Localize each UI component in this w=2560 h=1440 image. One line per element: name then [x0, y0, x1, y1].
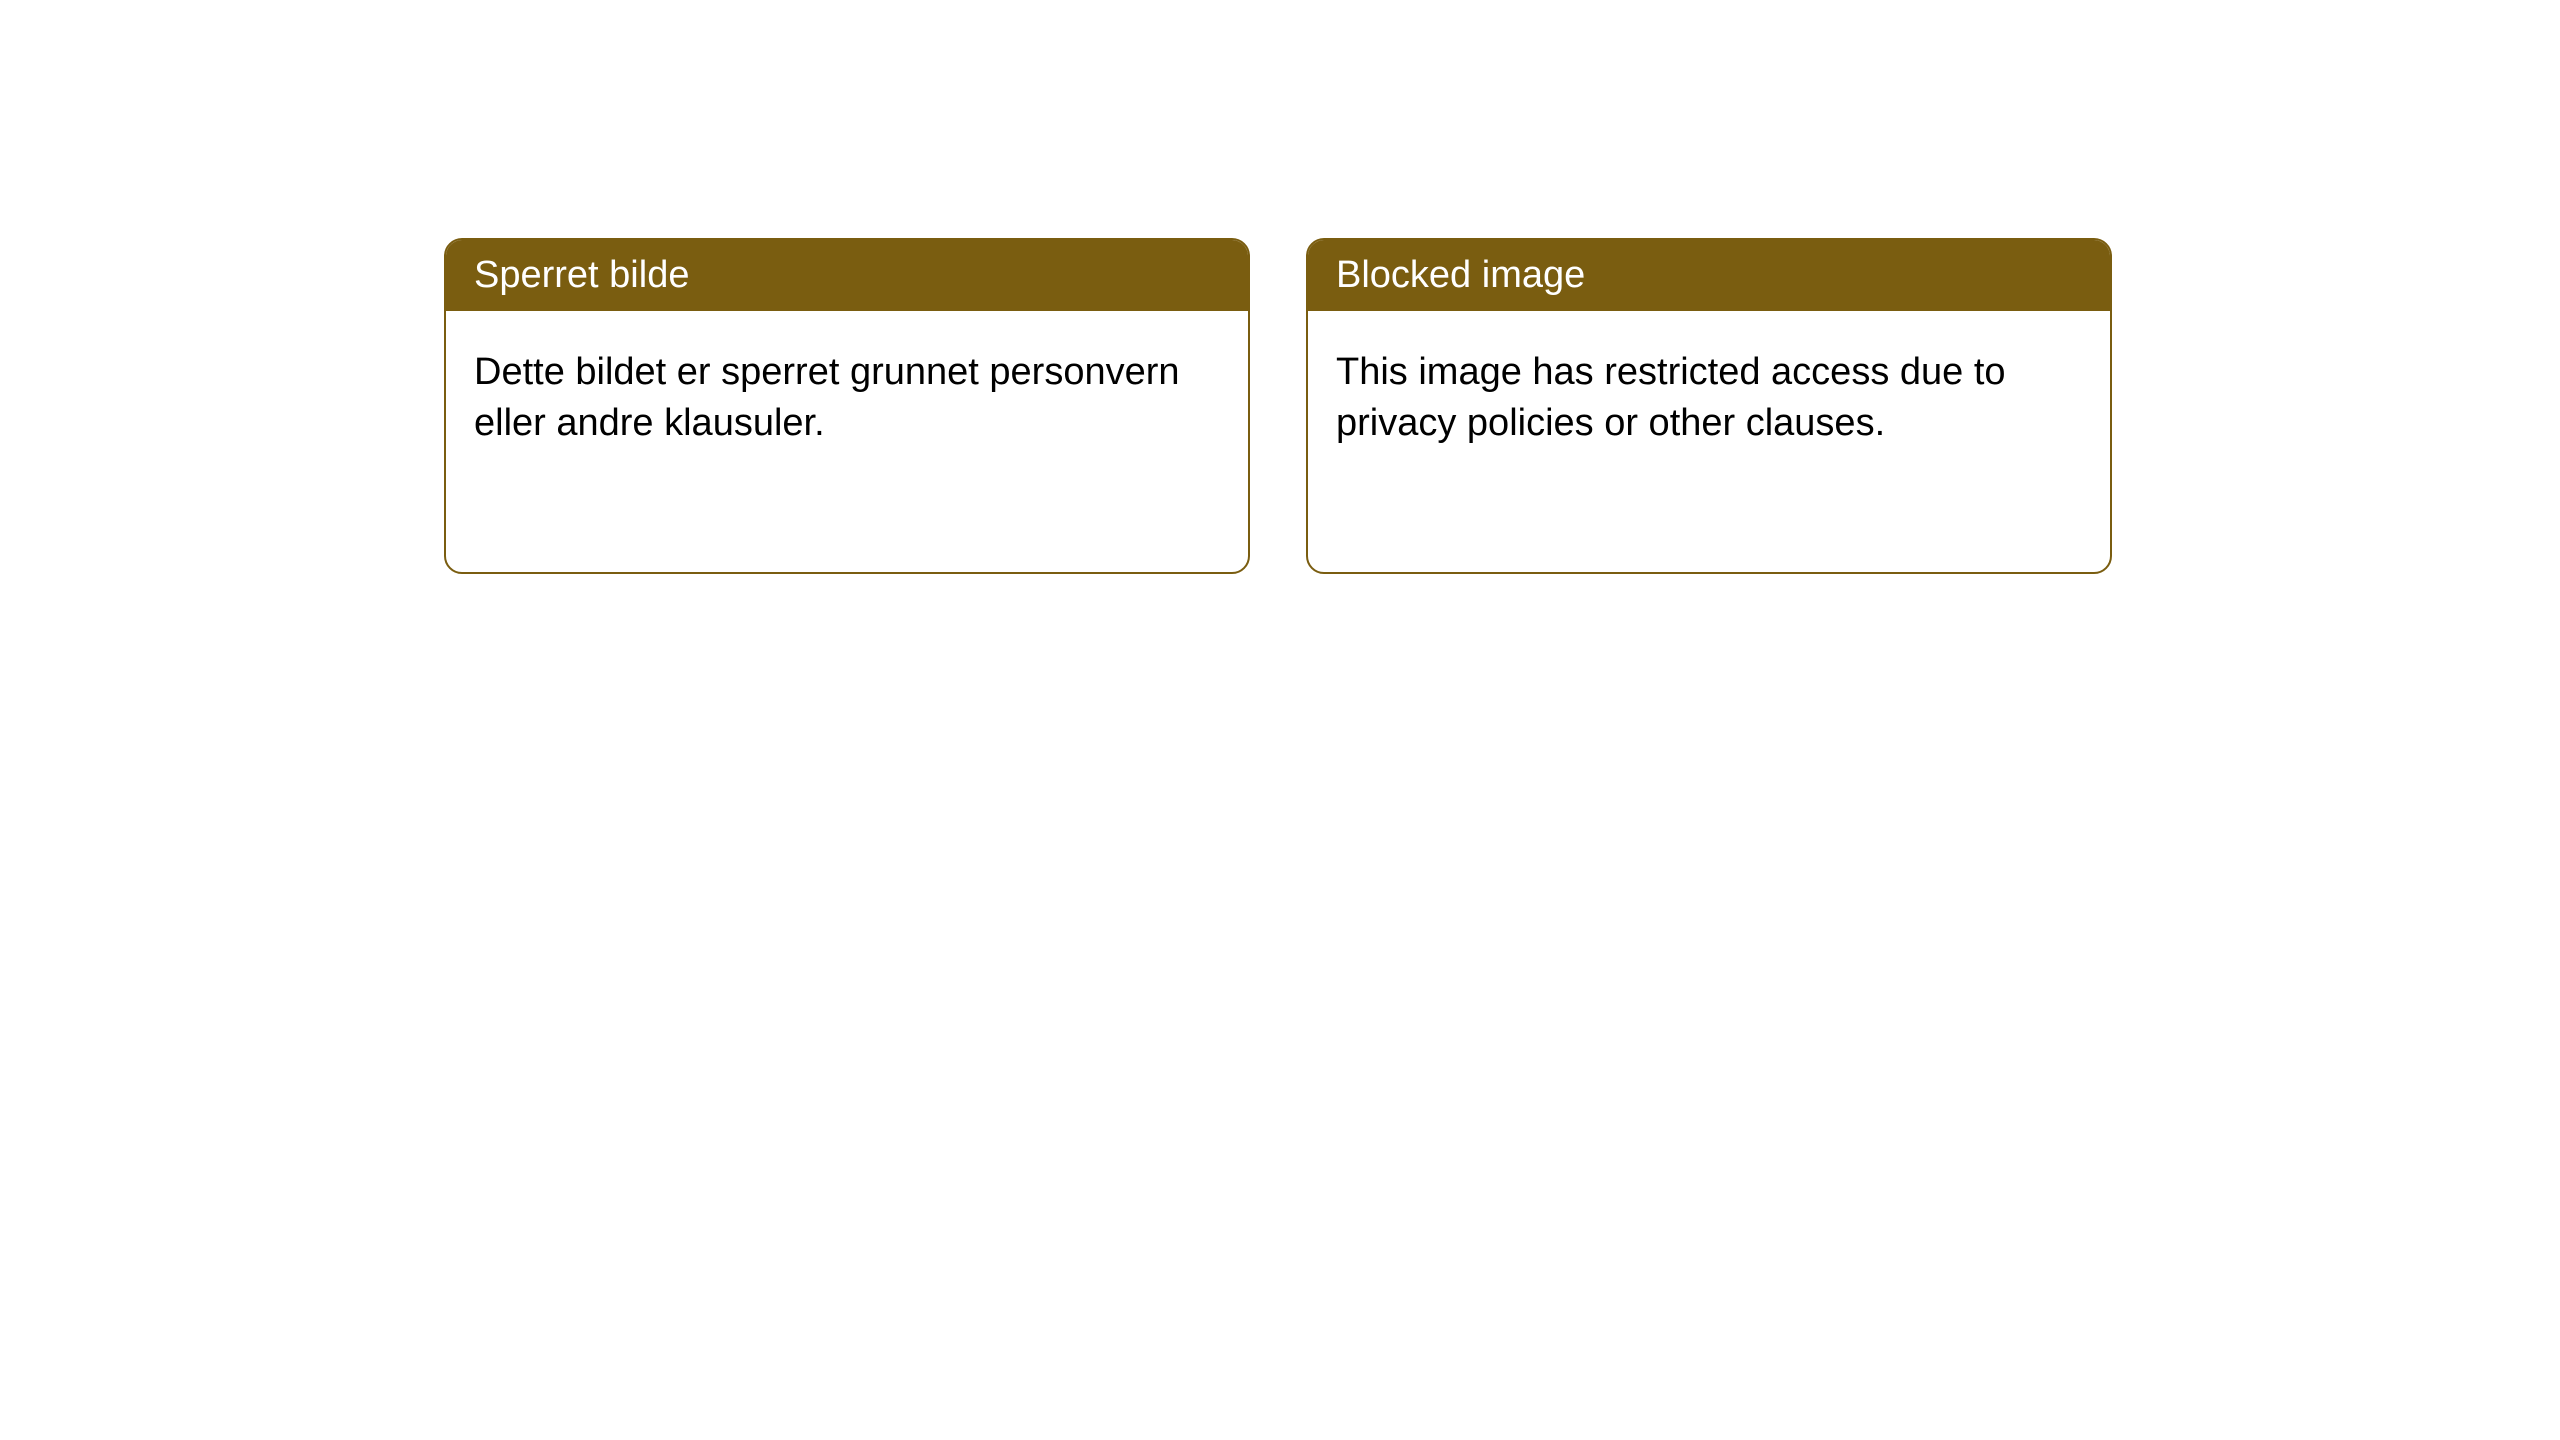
card-english: Blocked image This image has restricted … [1306, 238, 2112, 574]
card-body: This image has restricted access due to … [1308, 311, 2110, 572]
card-body: Dette bildet er sperret grunnet personve… [446, 311, 1248, 572]
card-header: Sperret bilde [446, 240, 1248, 311]
card-norwegian: Sperret bilde Dette bildet er sperret gr… [444, 238, 1250, 574]
card-header: Blocked image [1308, 240, 2110, 311]
cards-container: Sperret bilde Dette bildet er sperret gr… [444, 238, 2112, 574]
